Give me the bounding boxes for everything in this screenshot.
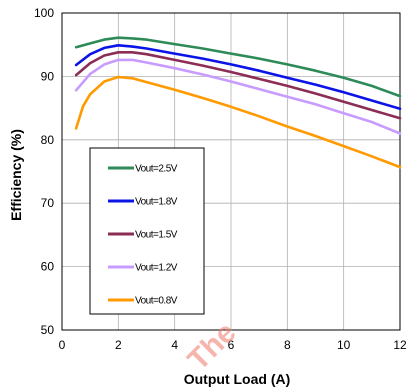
y-tick-label: 70 [41, 196, 55, 210]
legend-label-2: Vout=1.5V [135, 230, 178, 241]
legend-box [89, 147, 205, 315]
series-lines [74, 36, 402, 169]
x-axis-title: Output Load (A) [184, 371, 291, 387]
x-tick-label: 2 [115, 338, 122, 352]
x-tick-label: 8 [284, 338, 291, 352]
series-line-0 [74, 36, 402, 98]
x-tick-label: 12 [393, 338, 407, 352]
y-tick-label: 80 [41, 133, 55, 147]
x-tick-label: 10 [337, 338, 351, 352]
plot-area-frame [61, 12, 401, 331]
series-line-4 [74, 75, 402, 169]
series-line-1 [74, 43, 402, 110]
x-tick-label: 4 [171, 338, 178, 352]
legend-label-3: Vout=1.2V [135, 263, 178, 274]
y-axis-title: Efficiency (%) [8, 129, 24, 221]
x-tick-label: 6 [228, 338, 235, 352]
legend-label-1: Vout=1.8V [135, 197, 178, 208]
legend-label-0: Vout=2.5V [135, 164, 178, 175]
y-tick-label: 100 [34, 6, 54, 20]
y-tick-labels: 50 60 70 80 90 100 [34, 6, 54, 337]
y-tick-label: 90 [41, 69, 55, 83]
x-tick-label: 0 [59, 338, 66, 352]
y-tick-label: 60 [41, 260, 55, 274]
legend-label-4: Vout=0.8V [135, 296, 178, 307]
series-line-3 [74, 58, 402, 135]
watermark: The [182, 316, 243, 377]
series-line-2 [74, 50, 402, 120]
legend: Vout=2.5V Vout=1.8V Vout=1.5V Vout=1.2V Vout… [89, 147, 205, 315]
x-tick-labels: 0 2 4 6 8 10 12 [59, 338, 407, 352]
y-tick-label: 50 [41, 323, 55, 337]
